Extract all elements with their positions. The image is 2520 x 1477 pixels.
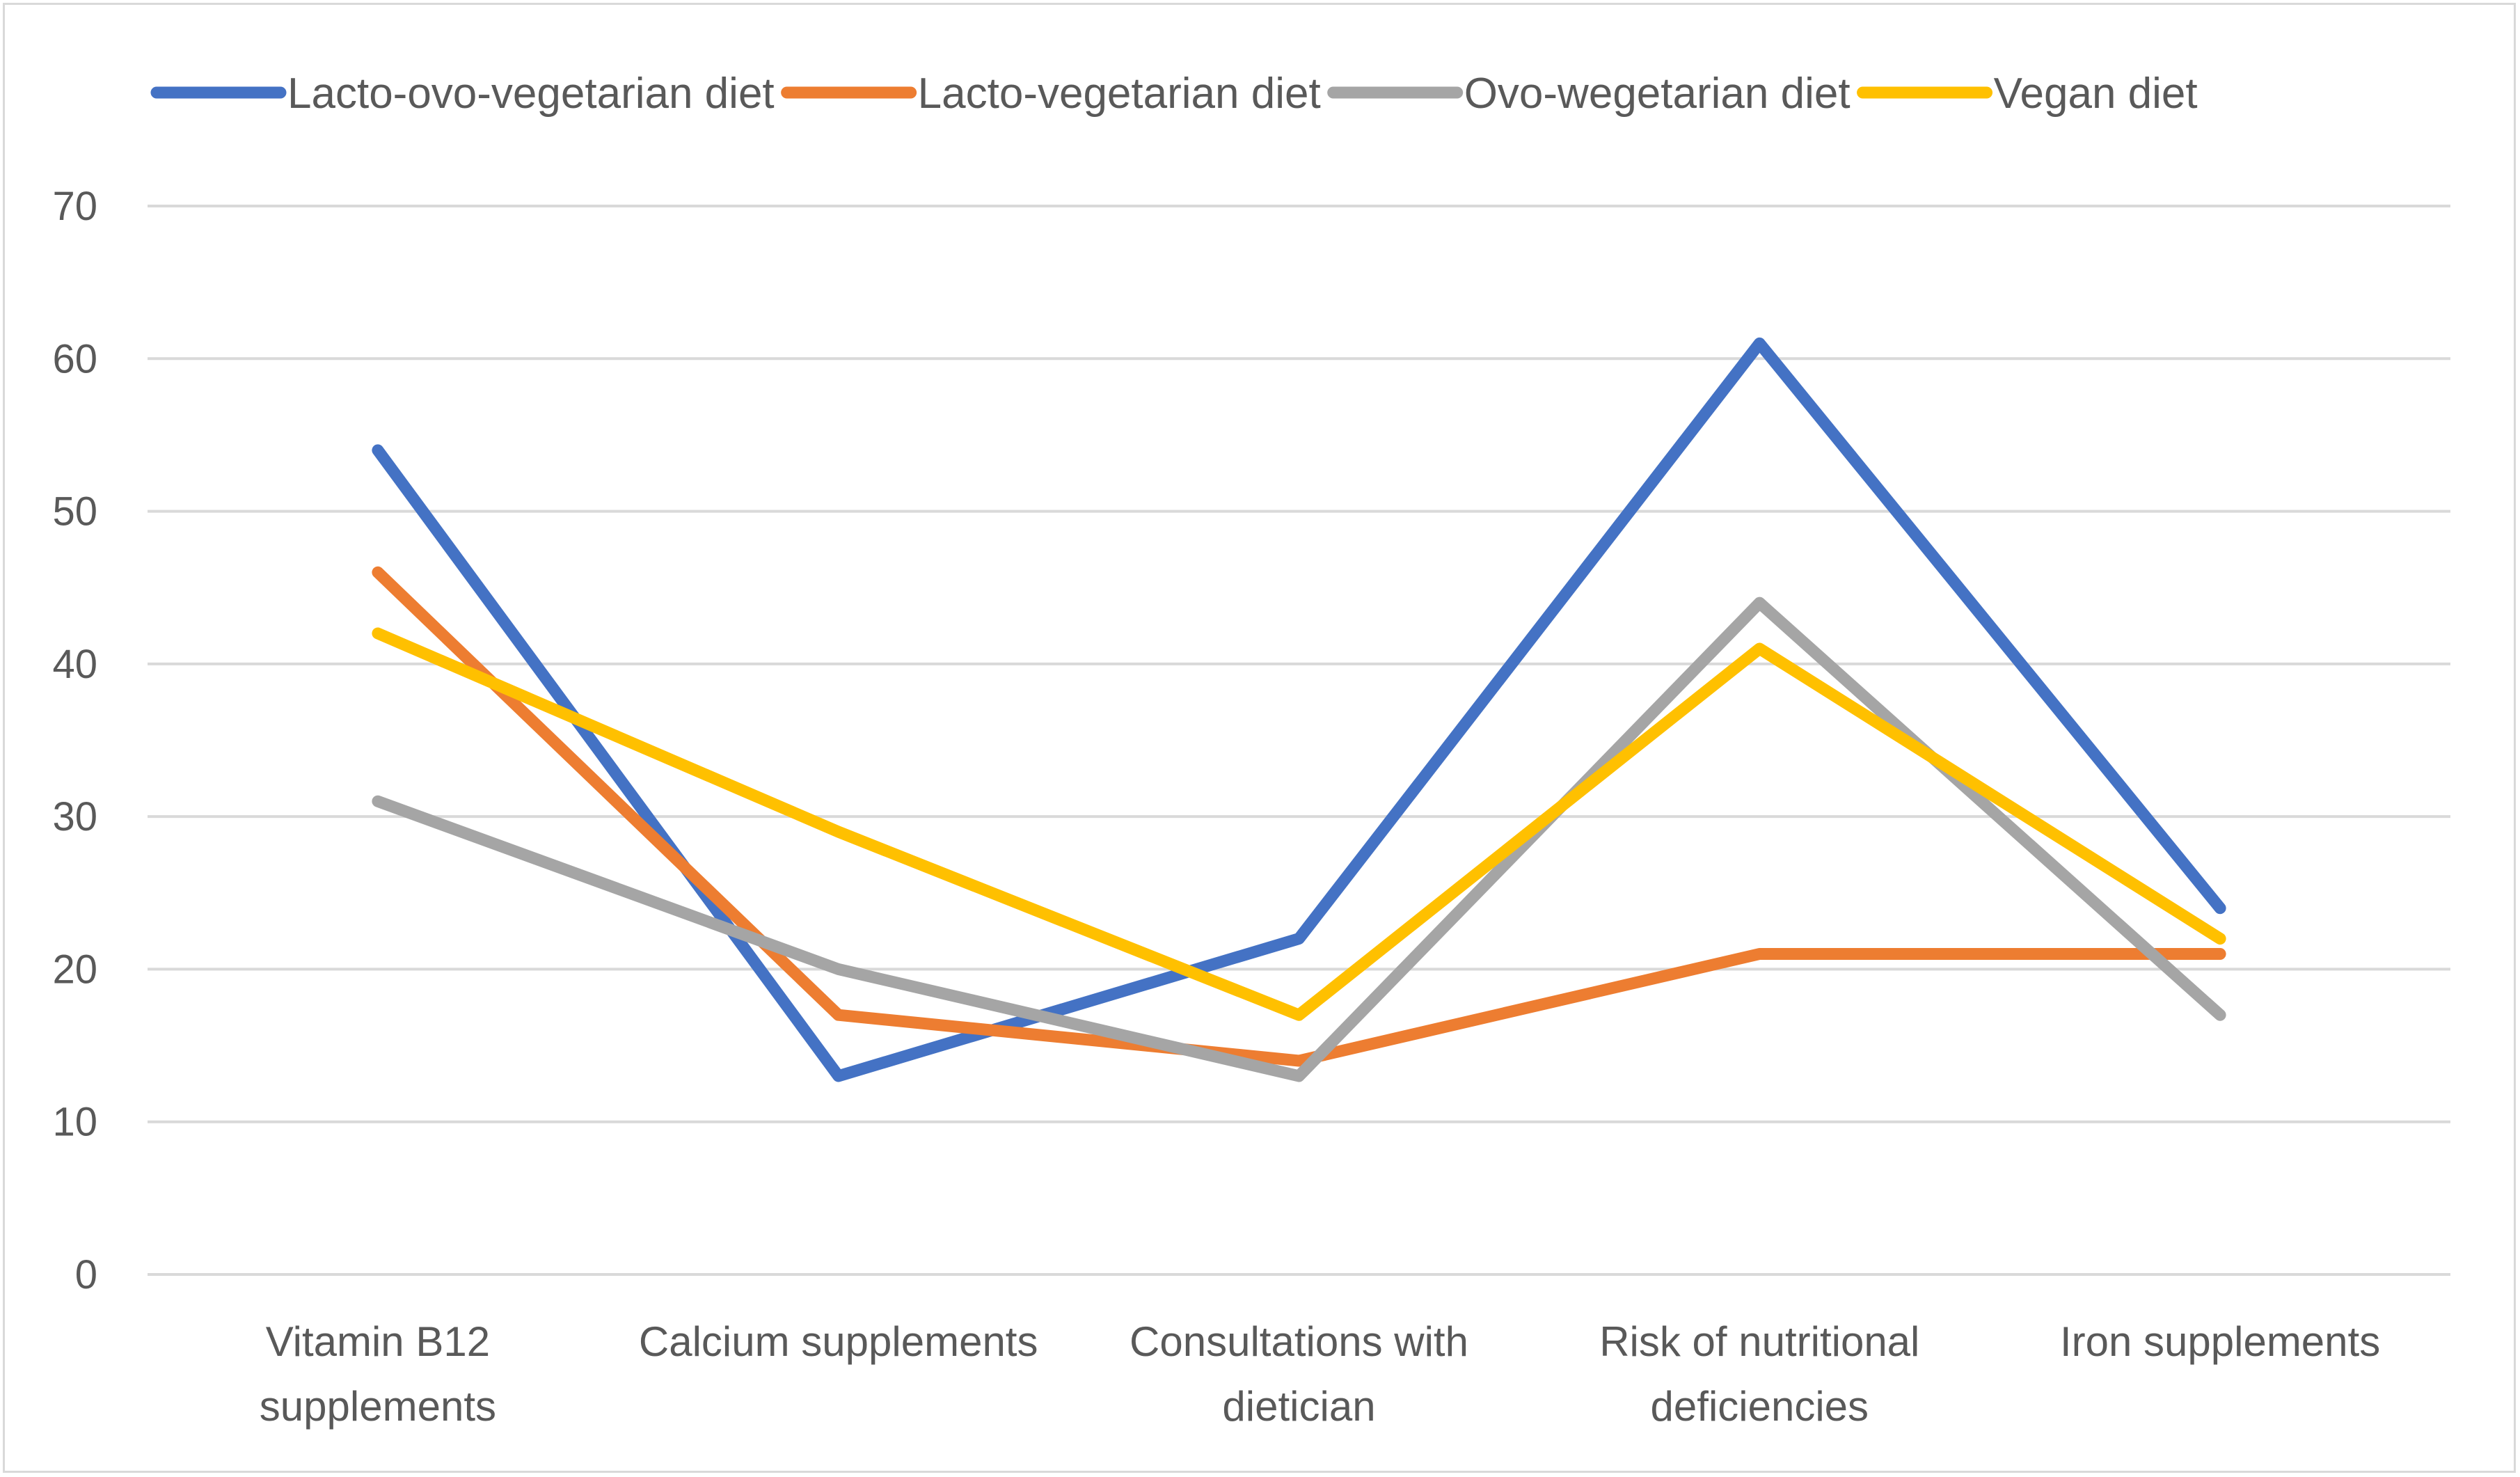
data-point — [1759, 647, 1761, 649]
data-point — [1759, 342, 1761, 345]
y-tick-label: 20 — [52, 947, 97, 992]
x-category-label: dietician — [1222, 1383, 1375, 1430]
x-category-label: Iron supplements — [2060, 1318, 2380, 1365]
legend-label: Ovo-wegetarian diet — [1464, 70, 1851, 118]
data-point — [377, 449, 379, 451]
legend-label: Lacto-ovo-vegetarian diet — [287, 70, 775, 118]
data-point — [1298, 1075, 1300, 1077]
x-category-label: supplements — [260, 1383, 496, 1430]
data-point — [1298, 1014, 1300, 1016]
data-point — [1298, 1060, 1300, 1061]
y-tick-label: 40 — [52, 642, 97, 687]
x-category-label: Risk of nutritional — [1599, 1318, 1919, 1365]
y-tick-label: 50 — [52, 489, 97, 535]
chart-frame — [3, 3, 2516, 1473]
data-point — [837, 1075, 839, 1077]
y-tick-label: 70 — [52, 184, 97, 229]
y-axis-ticks: 0 10 20 30 40 50 60 70 — [52, 184, 97, 1297]
legend: Lacto-ovo-vegetarian diet Lacto-vegetaria… — [150, 70, 2198, 118]
data-point — [2219, 953, 2221, 955]
x-category-label: Calcium supplements — [639, 1318, 1038, 1365]
gridlines — [148, 205, 2450, 1276]
legend-label: Vegan diet — [1994, 70, 2198, 118]
data-point — [377, 571, 379, 574]
y-tick-label: 60 — [52, 336, 97, 381]
series-lines — [372, 337, 2226, 1082]
data-point — [2219, 1014, 2221, 1016]
legend-label: Lacto-vegetarian diet — [918, 70, 1321, 118]
data-point — [1298, 938, 1300, 940]
series-line-1 — [372, 337, 2226, 1082]
data-point — [1759, 602, 1761, 604]
data-point — [377, 800, 379, 803]
x-axis-categories: Vitamin B12 supplements Calcium supplement… — [260, 1318, 2380, 1430]
x-category-label: Consultations with — [1130, 1318, 1468, 1365]
y-tick-label: 10 — [52, 1100, 97, 1145]
x-category-label: Vitamin B12 — [266, 1318, 490, 1365]
data-point — [837, 831, 839, 833]
x-category-label: deficiencies — [1651, 1383, 1869, 1430]
data-point — [2219, 907, 2221, 909]
y-tick-label: 30 — [52, 794, 97, 839]
data-point — [1759, 953, 1761, 955]
y-tick-label: 0 — [75, 1252, 97, 1297]
data-point — [837, 1014, 839, 1016]
data-point — [2219, 938, 2221, 940]
data-point — [837, 968, 839, 970]
data-point — [377, 633, 379, 634]
